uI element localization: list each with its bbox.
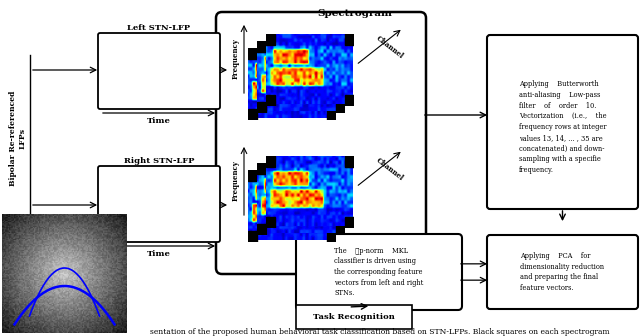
- Text: Left STN-LFP: Left STN-LFP: [127, 24, 191, 32]
- Text: Task Recognition: Task Recognition: [313, 313, 395, 321]
- FancyBboxPatch shape: [296, 234, 462, 310]
- FancyBboxPatch shape: [296, 305, 412, 329]
- Text: Frequency: Frequency: [232, 39, 240, 79]
- FancyBboxPatch shape: [487, 35, 638, 209]
- FancyBboxPatch shape: [98, 166, 220, 242]
- Text: Right STN-LFP: Right STN-LFP: [124, 157, 195, 165]
- Text: Time: Time: [147, 250, 171, 258]
- Text: Time: Time: [285, 233, 307, 241]
- Text: Time: Time: [147, 117, 171, 125]
- Text: Bipolar Re-referenced
LFPs: Bipolar Re-referenced LFPs: [10, 90, 27, 186]
- Text: Frequency: Frequency: [232, 161, 240, 202]
- Text: Time: Time: [285, 110, 307, 118]
- FancyBboxPatch shape: [487, 235, 638, 309]
- Text: The    ℓp-norm    MKL
classifier is driven using
the corresponding feature
vecto: The ℓp-norm MKL classifier is driven usi…: [334, 247, 424, 297]
- Text: Applying    Butterworth
anti-aliasing    Low-pass
filter    of    order    10.
V: Applying Butterworth anti-aliasing Low-p…: [518, 80, 606, 174]
- FancyBboxPatch shape: [216, 12, 426, 274]
- Text: Applying    PCA    for
dimensionality reduction
and preparing the final
feature : Applying PCA for dimensionality reductio…: [520, 252, 605, 292]
- Text: Channel: Channel: [375, 34, 405, 60]
- Text: Spectrogram: Spectrogram: [317, 9, 392, 18]
- Text: sentation of the proposed human behavioral task classification based on STN-LFPs: sentation of the proposed human behavior…: [150, 328, 610, 336]
- Text: Channel: Channel: [375, 156, 405, 182]
- FancyBboxPatch shape: [98, 33, 220, 109]
